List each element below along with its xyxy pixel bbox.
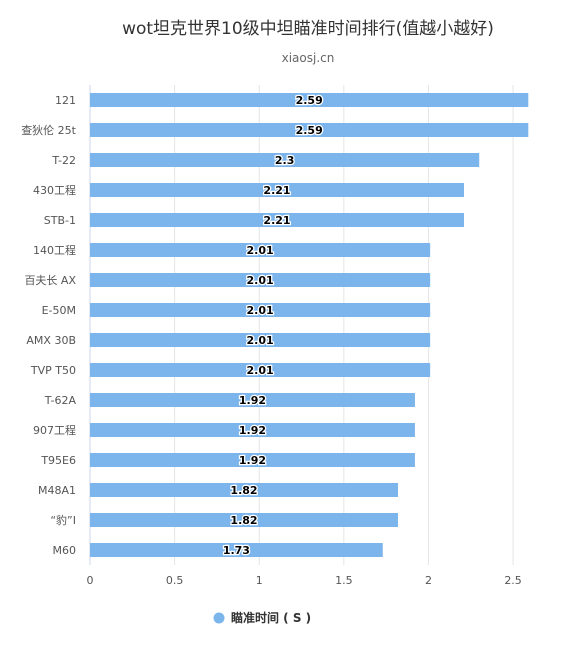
data-label: 2.01 [247, 364, 274, 377]
data-label: 2.21 [263, 184, 290, 197]
chart-title: wot坦克世界10级中坦瞄准时间排行(值越小越好) [122, 19, 494, 39]
bar[interactable] [90, 303, 431, 317]
data-label: 1.82 [230, 514, 257, 527]
x-tick-label: 0.5 [166, 574, 184, 587]
category-label: M48A1 [38, 484, 76, 497]
data-label: 1.92 [239, 424, 266, 437]
bar[interactable] [90, 153, 480, 167]
data-label: 2.59 [296, 124, 323, 137]
data-label: 1.82 [230, 484, 257, 497]
bar[interactable] [90, 183, 464, 197]
bar[interactable] [90, 363, 431, 377]
data-labels: 2.59 2.59 2.3 2.21 2.21 2.01 2.01 2.01 2.01 2.01 1… [222, 93, 324, 559]
bar[interactable] [90, 93, 529, 107]
category-label: T-62A [44, 394, 77, 407]
value-axis-labels: 0 0.5 1 1.5 2 2.5 [87, 574, 522, 587]
x-tick-label: 2 [425, 574, 432, 587]
bar[interactable] [90, 243, 431, 257]
x-tick-label: 0 [87, 574, 94, 587]
bar[interactable] [90, 483, 398, 497]
category-label: M60 [53, 544, 77, 557]
data-label: 2.3 [275, 154, 295, 167]
x-tick-label: 1 [256, 574, 263, 587]
data-label: 2.01 [247, 244, 274, 257]
bar[interactable] [90, 513, 398, 527]
bar[interactable] [90, 423, 415, 437]
category-label: 百夫长 AX [24, 274, 76, 287]
bar[interactable] [90, 333, 431, 347]
bar[interactable] [90, 453, 415, 467]
category-label: 查狄伦 25t [21, 123, 76, 137]
category-label: STB-1 [44, 214, 76, 227]
data-label: 1.92 [239, 394, 266, 407]
data-label: 1.73 [223, 544, 250, 557]
category-label: 140工程 [33, 244, 76, 257]
category-label: TVP T50 [30, 364, 76, 377]
bar[interactable] [90, 123, 529, 137]
bars [90, 93, 529, 557]
data-label: 2.01 [247, 334, 274, 347]
bar[interactable] [90, 543, 383, 557]
category-label: 430工程 [33, 184, 76, 197]
data-label: 2.21 [263, 214, 290, 227]
category-label: AMX 30B [26, 334, 76, 347]
category-label: T95E6 [40, 454, 76, 467]
category-label: 907工程 [33, 424, 76, 437]
x-tick-label: 1.5 [335, 574, 353, 587]
bar[interactable] [90, 213, 464, 227]
category-label: “豹”I [50, 514, 76, 527]
category-label: E-50M [42, 304, 76, 317]
data-label: 1.92 [239, 454, 266, 467]
chart-subtitle: xiaosj.cn [282, 51, 335, 65]
legend-symbol[interactable] [213, 612, 225, 624]
bar[interactable] [90, 273, 431, 287]
x-tick-label: 2.5 [504, 574, 522, 587]
bar[interactable] [90, 393, 415, 407]
data-label: 2.01 [247, 274, 274, 287]
data-label: 2.59 [296, 94, 323, 107]
category-label: 121 [55, 94, 76, 107]
legend[interactable]: 瞄准时间 ( S ) [213, 610, 312, 625]
legend-item-label[interactable]: 瞄准时间 ( S ) [231, 610, 311, 625]
category-label: T-22 [51, 154, 76, 167]
data-label: 2.01 [247, 304, 274, 317]
